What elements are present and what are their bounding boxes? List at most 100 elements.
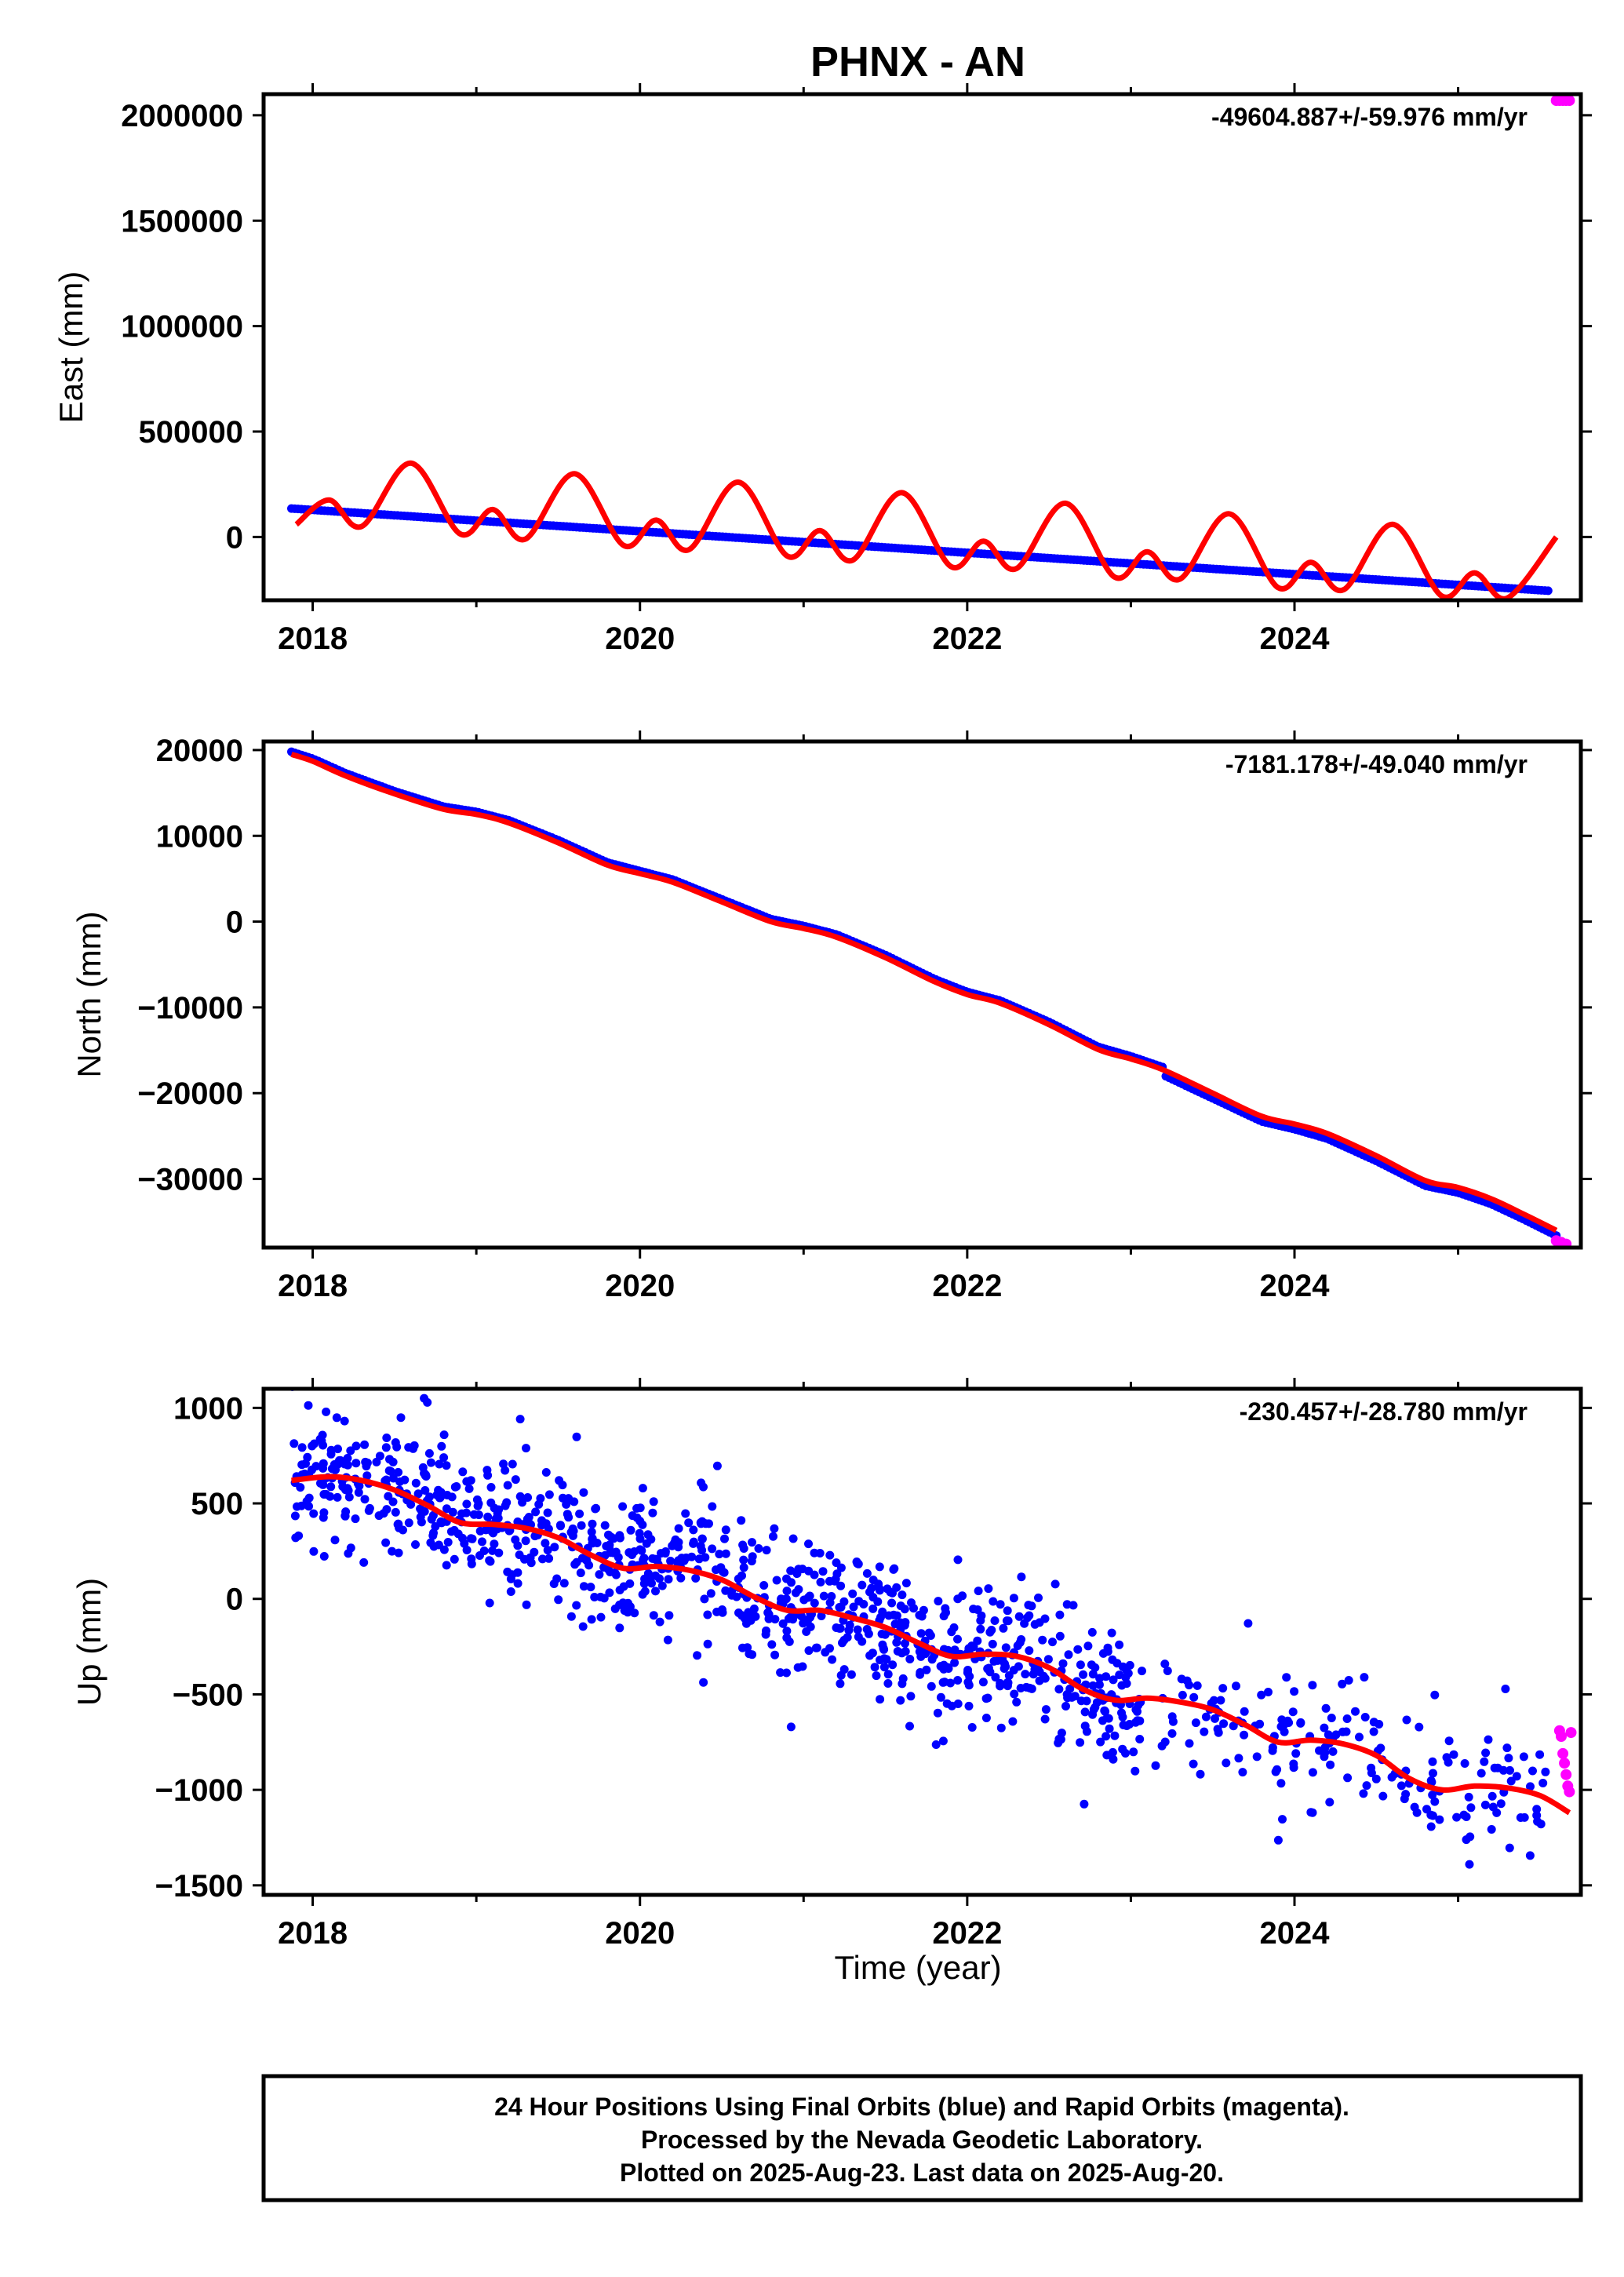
final-orbit-point [297, 1443, 307, 1452]
final-orbit-point [1083, 1641, 1093, 1651]
final-orbit-point [770, 1615, 780, 1624]
final-orbit-point [579, 1582, 588, 1591]
final-orbit-point [537, 1521, 546, 1530]
final-orbit-point [782, 1627, 792, 1636]
final-orbit-point [1109, 1754, 1118, 1764]
final-orbit-point [854, 1632, 863, 1641]
final-orbit-point [635, 1545, 645, 1554]
final-orbit-point [812, 1643, 821, 1652]
final-orbit-point [1369, 1727, 1378, 1736]
final-orbit-point [1429, 1769, 1437, 1778]
final-orbit-point [781, 1594, 791, 1604]
final-orbit-point [1462, 1812, 1471, 1821]
panel-frame [261, 92, 1583, 603]
final-orbit-point [906, 1692, 916, 1701]
final-orbit-point [341, 1507, 351, 1517]
final-orbit-point [531, 1507, 541, 1517]
final-orbit-point [1367, 1769, 1376, 1778]
final-orbit-point [1512, 1772, 1521, 1781]
final-orbit-point [769, 1532, 777, 1541]
final-orbit-point [1264, 1688, 1273, 1696]
final-orbit-point [381, 1538, 391, 1547]
final-orbit-point [905, 1655, 915, 1663]
final-orbit-point [1216, 1696, 1225, 1705]
final-orbit-point [1062, 1690, 1072, 1699]
y-tick-label: 2000000 [121, 99, 243, 133]
final-orbit-point [836, 1581, 846, 1590]
final-orbit-point [748, 1650, 757, 1659]
plot-area [288, 1389, 1577, 1869]
final-orbit-point [615, 1533, 624, 1543]
final-orbit-point [796, 1612, 806, 1621]
x-tick-label: 2018 [278, 621, 348, 656]
final-orbit-point [1501, 1685, 1510, 1693]
x-tick-label: 2020 [605, 1916, 675, 1951]
final-orbit-point [697, 1534, 707, 1543]
final-orbit-point [439, 1453, 449, 1463]
final-orbit-point [1240, 1730, 1249, 1740]
final-orbit-point [1288, 1707, 1298, 1717]
final-orbit-point [439, 1545, 449, 1554]
x-tick-label: 2024 [1260, 1269, 1331, 1303]
final-orbit-point [1273, 1835, 1283, 1845]
final-orbit-point [1351, 1707, 1360, 1716]
final-orbit-point [462, 1499, 472, 1509]
final-orbit-point [708, 1502, 717, 1511]
final-orbit-point [718, 1608, 727, 1617]
y-tick-label: 0 [226, 905, 243, 940]
final-orbit-point [452, 1482, 461, 1491]
final-orbit-point [898, 1679, 907, 1689]
final-orbit-point [1163, 1667, 1172, 1675]
final-orbit-point [1359, 1789, 1368, 1798]
x-axis-label: Time (year) [834, 1949, 1001, 1986]
final-orbit-point [934, 1597, 943, 1606]
final-orbit-point [544, 1490, 554, 1499]
final-orbit-point [515, 1415, 525, 1424]
final-orbit-point [1076, 1696, 1086, 1706]
final-orbit-point [699, 1678, 708, 1687]
final-orbit-point [326, 1449, 336, 1459]
final-orbit-point [868, 1649, 877, 1658]
final-orbit-point [858, 1580, 867, 1590]
final-orbit-point [1464, 1792, 1473, 1802]
final-orbit-point [508, 1459, 517, 1469]
final-orbit-point [706, 1589, 716, 1598]
final-orbit-point [1344, 1676, 1353, 1685]
final-orbit-point [538, 1554, 547, 1564]
final-orbit-point [576, 1568, 585, 1578]
final-orbit-point [1257, 1690, 1266, 1700]
final-orbit-point [558, 1481, 567, 1490]
final-orbit-point [381, 1443, 391, 1452]
final-orbit-point [978, 1678, 988, 1687]
model-fit-line [291, 1474, 1571, 1816]
final-orbit-point [1193, 1681, 1202, 1690]
final-orbit-point [1328, 1747, 1338, 1756]
final-orbit-point [485, 1556, 494, 1565]
final-orbit-point [1196, 1769, 1205, 1779]
final-orbit-point [1526, 1782, 1535, 1791]
final-orbit-point [635, 1528, 644, 1538]
final-orbit-point [1160, 1737, 1170, 1747]
final-orbit-point [950, 1658, 959, 1667]
final-orbit-point [1076, 1738, 1085, 1747]
final-orbit-point [1342, 1714, 1352, 1723]
final-orbit-point [1038, 1635, 1047, 1645]
final-orbit-point [1131, 1766, 1140, 1776]
final-orbit-point [483, 1512, 493, 1521]
y-tick-label: 0 [226, 520, 243, 555]
final-orbit-point [976, 1624, 985, 1634]
final-orbit-point [522, 1444, 530, 1453]
final-orbit-point [996, 1678, 1005, 1688]
final-orbit-point [989, 1656, 999, 1666]
final-orbit-point [764, 1614, 774, 1623]
final-orbit-point [425, 1492, 434, 1502]
final-orbit-point [620, 1606, 629, 1616]
final-orbit-point [689, 1525, 698, 1535]
final-orbit-point [740, 1613, 749, 1623]
final-orbit-point [1185, 1739, 1194, 1748]
final-orbit-point [1189, 1692, 1199, 1702]
final-orbit-point [577, 1521, 586, 1530]
final-orbit-point [432, 1490, 442, 1499]
final-orbit-point [515, 1550, 524, 1560]
final-orbit-point [411, 1478, 421, 1488]
